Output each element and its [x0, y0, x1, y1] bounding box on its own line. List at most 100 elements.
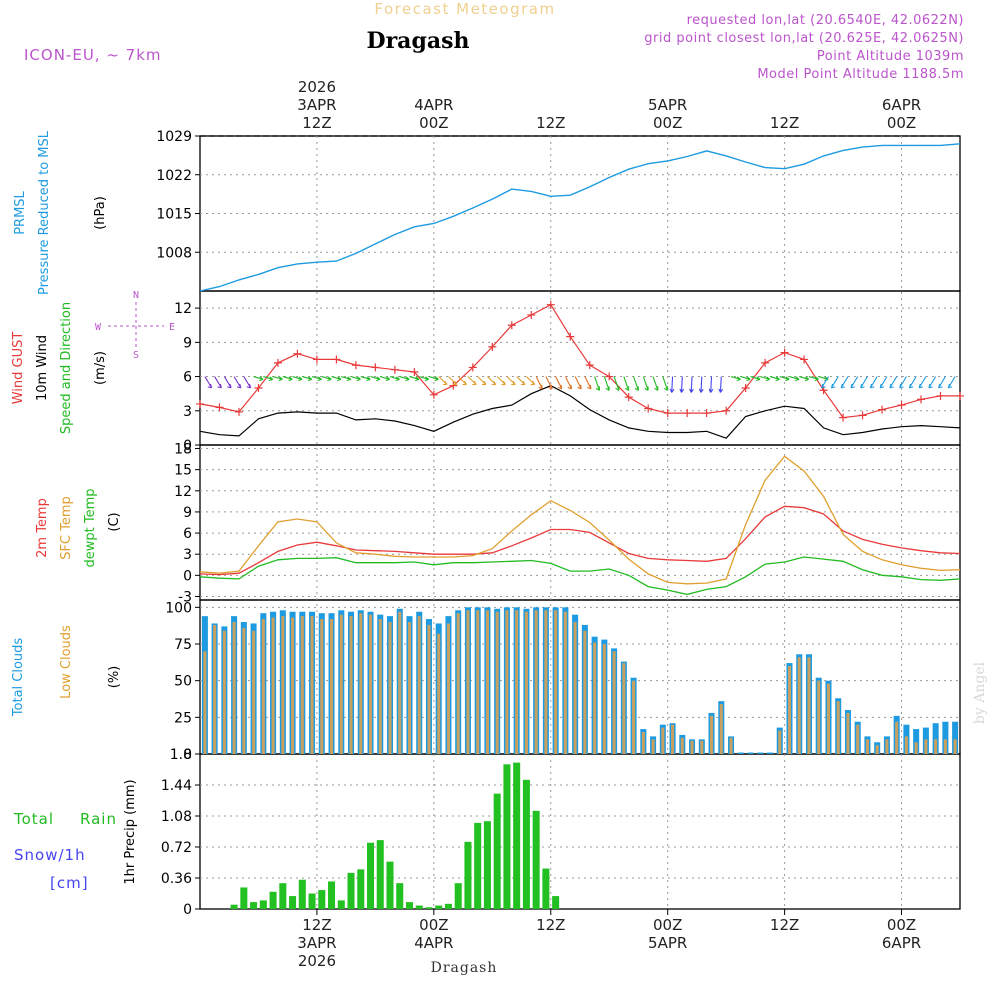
snow-cm-label: [cm] — [50, 874, 89, 892]
rain-bar — [532, 810, 540, 909]
top-time-label: 12Z — [536, 114, 565, 132]
y-tick-label: 0.36 — [161, 871, 192, 887]
rain-bar — [337, 900, 345, 909]
gust-marker — [371, 363, 380, 372]
location-title: Dragash — [367, 28, 470, 54]
wind-direction-arrow — [840, 376, 849, 389]
y-tick-label: 100 — [165, 600, 192, 616]
low-cloud-bar — [476, 610, 480, 754]
wind-direction-arrow — [633, 376, 639, 391]
wind-direction-arrow — [409, 376, 420, 382]
wind-direction-arrow — [613, 376, 620, 391]
panel-frame-wind — [199, 290, 961, 446]
wind-direction-arrow — [740, 376, 751, 382]
gust-marker — [234, 407, 243, 416]
wind-direction-arrow — [669, 376, 675, 393]
sfc-temp-line — [199, 455, 961, 585]
wind-direction-arrow — [918, 376, 927, 389]
top-time-label: 00Z — [419, 114, 448, 132]
wind-direction-arrow — [947, 376, 956, 389]
low-cloud-bar — [787, 666, 792, 754]
wind-direction-arrow — [652, 376, 659, 391]
gust-marker — [429, 390, 438, 399]
wind-direction-arrow — [750, 376, 761, 382]
rain-bar — [347, 872, 355, 909]
gust-label: Wind GUST — [11, 332, 26, 405]
rain-bar — [367, 842, 375, 909]
total-cloud-bar — [757, 752, 764, 754]
wind-direction-arrow — [535, 376, 543, 390]
gust-marker — [683, 409, 692, 418]
wind-direction-arrow — [708, 376, 714, 393]
wind-direction-arrow — [506, 376, 516, 386]
grid-coords: grid point closest lon,lat (20.625E, 42.… — [644, 31, 964, 46]
wind-direction-arrow — [360, 376, 371, 382]
panel-frames — [199, 135, 961, 910]
low-cloud-bar — [242, 627, 246, 754]
low-cloud-bar — [388, 622, 392, 754]
low-cloud-bar — [836, 701, 840, 754]
gust-marker — [722, 406, 731, 415]
watermark: by Angel — [972, 661, 988, 724]
low-cloud-bar — [729, 737, 733, 754]
low-cloud-bar — [641, 732, 645, 754]
wind-direction-arrow — [448, 376, 458, 386]
top-time-label: 6APR — [882, 96, 921, 114]
wind-direction-arrow — [233, 376, 242, 389]
wind-unit: (m/s) — [93, 351, 108, 385]
y-tick-labels: 1008101510221029036912-30369121518025507… — [156, 129, 192, 918]
wind-direction-arrow — [899, 376, 907, 389]
compass-rose: N S W E — [95, 290, 175, 361]
low-cloud-bar — [622, 663, 626, 754]
low-cloud-bar — [573, 622, 577, 754]
low-cloud-bar — [934, 739, 938, 754]
low-cloud-bar — [213, 624, 217, 754]
pressure-line — [199, 143, 961, 292]
y-tick-label: 1.44 — [161, 778, 192, 794]
clouds-unit: (%) — [107, 666, 122, 689]
gust-marker — [527, 310, 536, 319]
wind-line — [199, 385, 961, 439]
low-cloud-bar — [349, 616, 353, 754]
top-time-label: 5APR — [648, 96, 687, 114]
gust-marker — [488, 342, 497, 351]
y-tick-label: 12 — [174, 301, 192, 317]
wind-direction-arrow — [282, 376, 293, 382]
low-cloud-bar — [368, 614, 373, 754]
wind-direction-arrow — [889, 376, 898, 389]
low-cloud-bar — [466, 610, 470, 754]
low-cloud-bar — [515, 610, 519, 754]
wind-direction-arrow — [642, 376, 649, 391]
rain-bar — [230, 904, 238, 909]
rain-bar — [259, 900, 267, 909]
low-cloud-bar — [846, 712, 850, 754]
y-tick-label: 0.72 — [161, 840, 192, 856]
panel-frame-precip — [199, 753, 961, 910]
low-cloud-bar — [495, 611, 499, 754]
gust-marker — [273, 358, 282, 367]
gust-marker — [312, 355, 321, 364]
rain-bar — [240, 887, 248, 909]
wind-direction-arrow — [928, 376, 937, 389]
rain-bar — [289, 896, 297, 909]
compass-w: W — [95, 322, 102, 333]
wind-direction-arrow — [457, 376, 467, 386]
y-tick-label: 12 — [174, 484, 192, 500]
wind-direction-arrow — [908, 376, 917, 389]
panel-frame-temp — [199, 444, 961, 601]
precip-unit: 1hr Precip (mm) — [123, 779, 138, 884]
y-tick-label: 0 — [183, 438, 192, 454]
rain-bar — [542, 868, 550, 909]
rain-bar — [552, 896, 560, 909]
gust-marker — [858, 411, 867, 420]
low-cloud-bar — [856, 724, 860, 754]
top-time-label: 12Z — [302, 114, 331, 132]
low-cloud-bar — [632, 680, 636, 754]
gust-marker — [293, 349, 302, 358]
total-cloud-bar — [952, 721, 959, 754]
low-cloud-bar — [485, 610, 489, 754]
top-time-label: 3APR — [297, 96, 336, 114]
rain-bar — [318, 890, 326, 909]
low-cloud-bar — [563, 611, 567, 754]
rain-bar — [513, 762, 521, 909]
